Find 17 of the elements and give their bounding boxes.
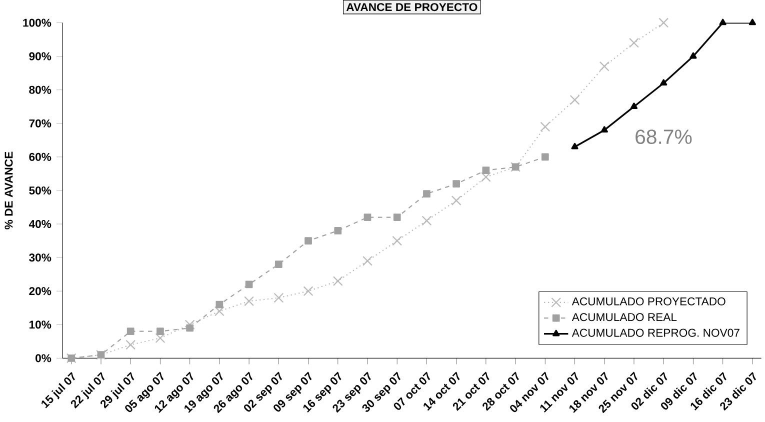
y-tick-label: 60% (29, 153, 52, 162)
y-tick-label: 10% (29, 320, 52, 329)
y-tick-label: 100% (23, 18, 52, 27)
legend-label: ACUMULADO PROYECTADO (572, 297, 726, 306)
annotation: 68.7% (636, 130, 692, 144)
legend-label: ACUMULADO REAL (572, 313, 677, 322)
y-tick-label: 0% (36, 354, 52, 362)
y-tick-label: 30% (29, 254, 52, 262)
legend-label: ACUMULADO REPROG. NOV07 (572, 328, 740, 337)
y-tick-label: 20% (29, 287, 52, 296)
y-tick-label: 80% (29, 86, 52, 94)
y-tick-label: 50% (29, 186, 52, 195)
y-tick-label: 70% (29, 119, 52, 128)
y-tick-label: 40% (28, 220, 52, 228)
y-axis-title: % DE AVANCE (4, 152, 13, 230)
chart-title: AVANCE DE PROYECTO (346, 3, 478, 12)
y-tick-label: 90% (29, 52, 52, 60)
